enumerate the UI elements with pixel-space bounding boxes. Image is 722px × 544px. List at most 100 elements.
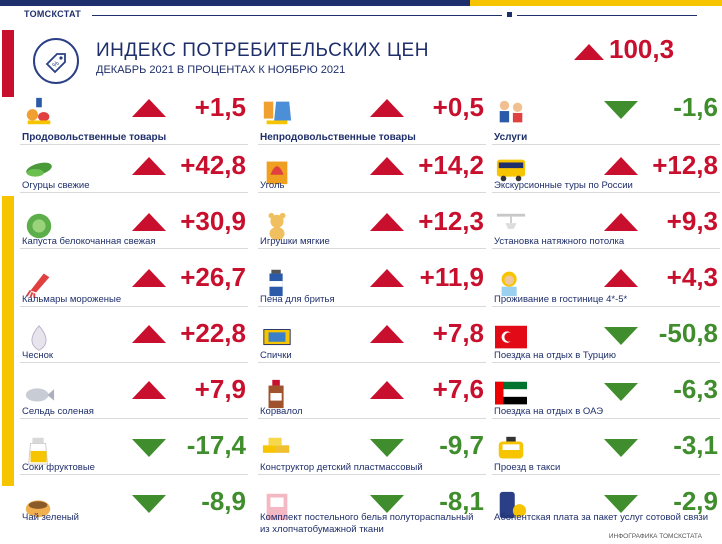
index-label: Уголь [260,180,285,191]
index-label: Поездка на отдых в Турцию [494,350,616,361]
up-arrow-icon [132,269,166,287]
index-value: +30,9 [180,206,246,236]
index-value: -3,1 [673,430,718,460]
turkey-flag-icon [495,325,527,349]
index-item: -8,1 Комплект постельного белья полуторас… [260,486,488,544]
cucumber-icon [26,162,52,177]
svg-text:%: % [51,60,60,69]
index-label: Пена для бритья [260,294,335,305]
up-arrow-icon [132,325,166,343]
index-value: -6,3 [673,374,718,404]
index-value: -1,6 [673,92,718,122]
index-label: Чеснок [22,350,54,361]
index-value: +7,9 [194,374,246,404]
down-arrow-icon [370,439,404,457]
index-label: Спички [260,350,292,361]
teddy-bear-icon [268,212,286,241]
header-rule-dot [507,12,512,17]
index-label: Непродовольственные товары [260,132,416,143]
squid-icon [25,273,50,298]
index-label: Установка натяжного потолка [494,236,625,247]
index-value: -9,7 [439,430,484,460]
index-item: -2,9 Абонентская плата за пакет услуг сот… [494,486,722,544]
down-arrow-icon [604,495,638,513]
index-label: Игрушки мягкие [260,236,330,247]
up-arrow-icon [132,213,166,231]
top-yellow-accent [470,0,722,6]
taxi-icon [498,436,524,459]
herring-icon [25,388,55,402]
index-item: -17,4 Соки фруктовые [20,430,250,488]
index-label: Поездка на отдых в ОАЭ [494,406,604,417]
index-value: -8,9 [201,486,246,516]
index-label-line2: из хлопчатобумажной ткани [260,524,384,535]
row-divider [492,192,720,193]
row-divider [20,192,248,193]
up-arrow-icon [132,157,166,175]
index-value: +4,3 [666,262,718,292]
row-divider [492,362,720,363]
down-arrow-icon [604,383,638,401]
index-item: +7,6 Корвалол [258,374,488,432]
index-value: +26,7 [180,262,246,292]
row-divider [258,306,486,307]
row-divider [258,248,486,249]
row-divider [20,306,248,307]
row-divider [492,248,720,249]
index-value: +0,5 [432,92,484,122]
juice-icon [28,437,48,465]
row-divider [492,474,720,475]
row-divider [20,248,248,249]
index-item: +4,3 Проживание в гостинице 4*-5* [492,262,722,320]
row-divider [20,362,248,363]
down-arrow-icon [604,101,638,119]
index-item: -6,3 Поездка на отдых в ОАЭ [492,374,722,432]
index-item: +7,8 Спички [258,318,488,376]
row-divider [20,474,248,475]
services-icon [499,100,523,123]
top-color-bar [0,0,722,6]
index-item: -3,1 Проезд в такси [492,430,722,488]
index-label: Огурцы свежие [22,180,90,191]
index-value: +1,5 [194,92,246,122]
index-label: Продовольственные товары [22,132,167,143]
hotel-icon [501,271,517,297]
index-value: -17,4 [186,430,246,460]
index-item: -1,6 Услуги [492,92,722,150]
medicine-icon [268,379,284,409]
header-rule-right [517,15,697,16]
phone-icon [499,491,527,519]
index-label: Корвалол [260,406,303,417]
up-arrow-icon [574,44,604,60]
index-value: +7,8 [432,318,484,348]
index-label: Кальмары мороженые [22,294,122,305]
index-label: Конструктор детский пластмассовый [260,462,423,473]
bus-icon [496,159,526,182]
index-value: +22,8 [180,318,246,348]
row-divider [492,144,720,145]
index-label: Экскурсионные туры по России [494,180,633,191]
footer-credit: ИНФОГРАФИКА ТОМСКСТАТА [608,533,702,540]
down-arrow-icon [132,439,166,457]
down-arrow-icon [604,439,638,457]
up-arrow-icon [370,269,404,287]
page-title: ИНДЕКС ПОТРЕБИТЕЛЬСКИХ ЦЕН [96,40,429,61]
row-divider [258,362,486,363]
row-divider [20,418,248,419]
index-value: +14,2 [418,150,484,180]
coal-icon [266,161,288,185]
up-arrow-icon [370,157,404,175]
price-tag-icon: % [33,38,79,84]
index-item: +9,3 Установка натяжного потолка [492,206,722,264]
index-item: +11,9 Пена для бритья [258,262,488,320]
side-accent-red [2,30,14,97]
index-item: +12,8 Экскурсионные туры по России [492,150,722,208]
building-blocks-icon [262,437,290,453]
index-label: Проезд в такси [494,462,561,473]
down-arrow-icon [132,495,166,513]
row-divider [258,144,486,145]
index-value: -8,1 [439,486,484,516]
row-divider [492,418,720,419]
ceiling-icon [496,213,526,229]
up-arrow-icon [370,213,404,231]
